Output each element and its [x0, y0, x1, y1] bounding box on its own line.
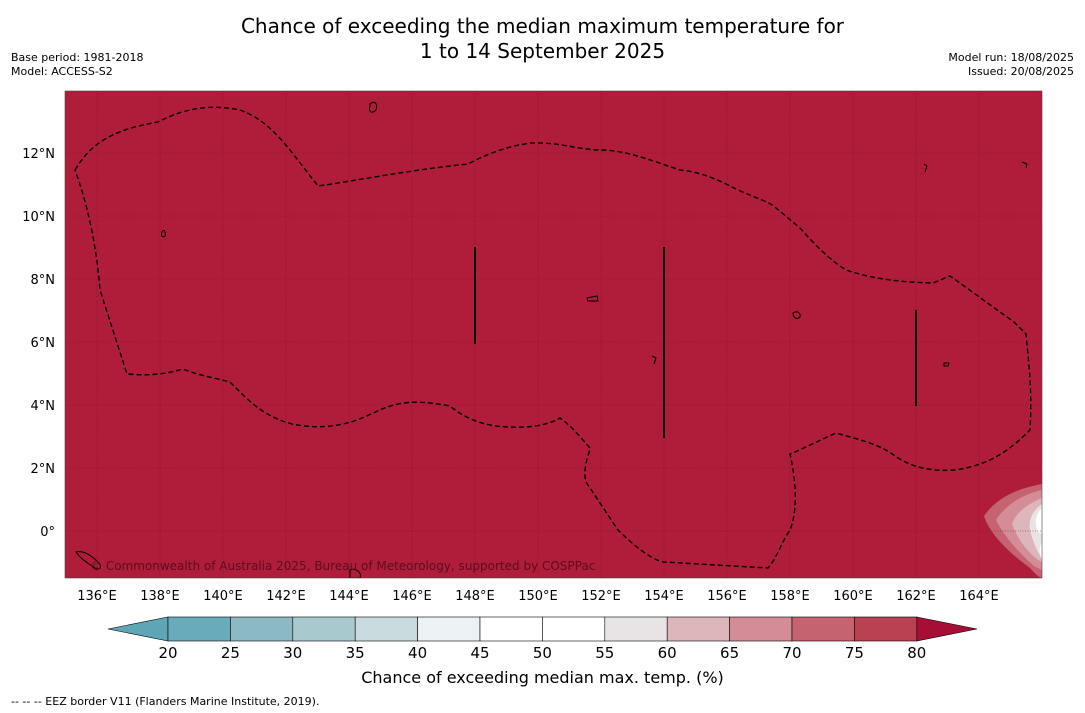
island-outline — [349, 569, 361, 578]
island-outline — [923, 163, 928, 173]
colorbar-segment — [666, 616, 730, 642]
island-outline — [369, 101, 378, 113]
lon-label: 156°E — [707, 589, 747, 604]
islands — [75, 101, 1028, 578]
lat-label: 10°N — [22, 210, 55, 225]
island-outline — [651, 355, 657, 365]
colorbar-tick: 80 — [907, 644, 926, 662]
colorbar-tick: 70 — [782, 644, 801, 662]
colorbar-segment — [354, 616, 418, 642]
lon-label: 162°E — [896, 589, 936, 604]
colorbar-tick: 75 — [845, 644, 864, 662]
island-outline — [943, 362, 950, 367]
colorbar-label: Chance of exceeding median max. temp. (%… — [361, 668, 724, 687]
colorbar-tick: 35 — [346, 644, 365, 662]
lon-label: 164°E — [959, 589, 999, 604]
issued-text: Issued: 20/08/2025 — [967, 65, 1074, 78]
island-outline — [586, 295, 599, 302]
colorbar-segment — [230, 616, 294, 642]
colorbar-segment — [479, 616, 543, 642]
lon-label: 148°E — [455, 589, 495, 604]
base-period-text: Base period: 1981-2018 — [11, 51, 144, 64]
colorbar-tick: 50 — [533, 644, 552, 662]
meta-right: Model run: 18/08/2025 Issued: 20/08/2025 — [948, 51, 1074, 79]
graticule — [65, 91, 1042, 578]
lon-label: 150°E — [518, 589, 558, 604]
colorbar-segment — [292, 616, 356, 642]
island-outline — [161, 229, 166, 238]
colorbar-tick: 65 — [720, 644, 739, 662]
island-outline — [1021, 161, 1028, 169]
lat-label: 8°N — [31, 273, 56, 288]
colorbar-segment — [791, 616, 855, 642]
lat-label: 4°N — [31, 399, 56, 414]
lon-label: 158°E — [770, 589, 810, 604]
vertical-boundary-lines — [474, 247, 917, 438]
eez-border — [74, 106, 1032, 569]
colorbar-tick: 55 — [595, 644, 614, 662]
colorbar-tick: 20 — [158, 644, 177, 662]
colorbar-segment — [167, 616, 231, 642]
lon-label: 146°E — [392, 589, 432, 604]
model-text: Model: ACCESS-S2 — [11, 65, 113, 78]
island-outline — [792, 311, 801, 319]
colorbar-tick: 40 — [408, 644, 427, 662]
lon-label: 138°E — [140, 589, 180, 604]
colorbar-extend-high — [916, 616, 978, 642]
colorbar-tick: 45 — [470, 644, 489, 662]
title-line-2: 1 to 14 September 2025 — [419, 39, 666, 63]
colorbar-tick: 25 — [221, 644, 240, 662]
longitude-labels: 136°E 138°E 140°E 142°E 144°E 146°E 148°E 150°E… — [77, 589, 999, 604]
island-outline — [75, 551, 101, 570]
colorbar — [107, 616, 978, 642]
map-title: Chance of exceeding the median maximum t… — [0, 14, 1085, 64]
colorbar-segment — [604, 616, 668, 642]
eez-footnote: -- -- -- EEZ border V11 (Flanders Marine… — [11, 695, 320, 708]
colorbar-segment — [417, 616, 481, 642]
lat-label: 6°N — [31, 336, 56, 351]
latitude-labels: 12°N 10°N 8°N 6°N 4°N 2°N 0° — [22, 147, 55, 540]
lon-label: 144°E — [329, 589, 369, 604]
lat-label: 12°N — [22, 147, 55, 162]
meta-left: Base period: 1981-2018 Model: ACCESS-S2 — [11, 51, 143, 79]
colorbar-tick-labels: 20 25 30 35 40 45 50 55 60 65 70 75 80 — [158, 644, 926, 662]
lon-label: 142°E — [266, 589, 306, 604]
lon-label: 140°E — [203, 589, 243, 604]
colorbar-tick: 30 — [283, 644, 302, 662]
map-panel — [65, 91, 1042, 578]
lon-label: 152°E — [581, 589, 621, 604]
contour-50 — [1035, 508, 1042, 560]
colorbar-tick: 60 — [658, 644, 677, 662]
lon-label: 154°E — [644, 589, 684, 604]
colorbar-segment — [854, 616, 918, 642]
lat-label: 0° — [40, 525, 55, 540]
copyright-text: © Commonwealth of Australia 2025, Bureau… — [90, 559, 595, 573]
model-run-text: Model run: 18/08/2025 — [948, 51, 1074, 64]
eez-border-line — [74, 106, 1032, 569]
colorbar-segment — [729, 616, 793, 642]
map-frame — [64, 90, 1043, 579]
colorbar-segment — [542, 616, 606, 642]
title-line-1: Chance of exceeding the median maximum t… — [240, 14, 845, 38]
colorbar-extend-low — [107, 616, 169, 642]
lon-label: 136°E — [77, 589, 117, 604]
lon-label: 160°E — [833, 589, 873, 604]
lat-label: 2°N — [31, 462, 56, 477]
